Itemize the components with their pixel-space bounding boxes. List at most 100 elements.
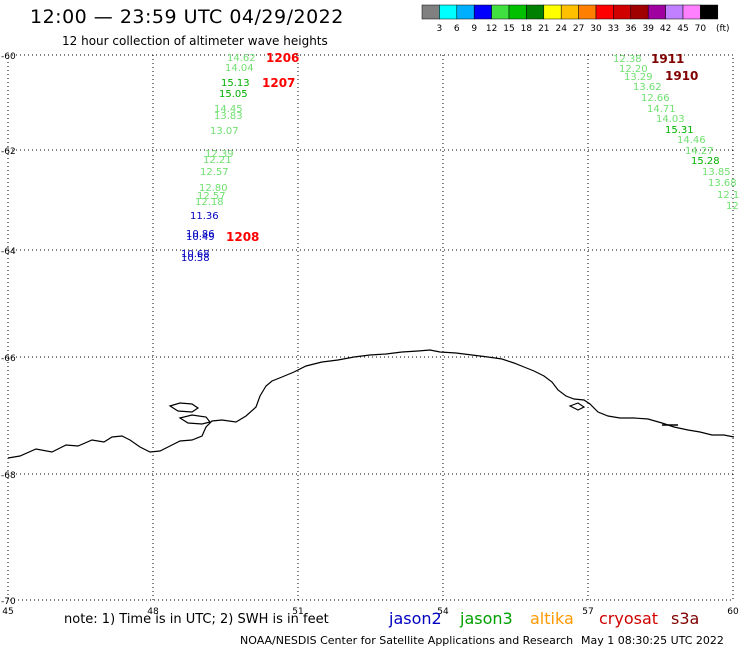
page-title: 12:00 — 23:59 UTC 04/29/2022 (30, 6, 344, 28)
legend-label: 42 (660, 24, 671, 34)
coastline-islet (168, 402, 200, 413)
wave-height-label: 14.45 (214, 104, 243, 115)
legend-swatch (439, 4, 458, 20)
satellite-legend-cryosat: cryosat (599, 609, 659, 628)
legend-label: 12 (486, 24, 497, 34)
lat-tick-label: -64 (1, 247, 16, 257)
legend-swatch (560, 4, 579, 20)
legend-swatch (647, 4, 666, 20)
wave-height-label: 12.18 (195, 197, 224, 208)
legend-unit: (ft) (716, 24, 730, 34)
wave-height-label: 12.39 (205, 149, 234, 160)
wave-height-label: 12.66 (641, 93, 670, 104)
lon-tick-label: 45 (2, 607, 13, 617)
wave-height-label: 14.04 (225, 63, 254, 74)
legend-label: 21 (538, 24, 549, 34)
legend-label: 15 (503, 24, 514, 34)
legend-label: 39 (642, 24, 654, 34)
legend-swatch (543, 4, 562, 20)
legend-label: 33 (608, 24, 619, 34)
legend-swatch (630, 4, 649, 20)
legend-label: 3 (437, 24, 443, 34)
time-label: 1207 (262, 76, 295, 90)
lon-tick-label: 54 (437, 607, 449, 617)
legend-swatch (491, 4, 510, 20)
plot-frame (7, 54, 734, 601)
legend-label: 70 (695, 24, 707, 34)
wave-height-label: 13.85 (702, 167, 731, 178)
wave-height-label: 13.62 (633, 82, 662, 93)
legend-swatch (578, 4, 597, 20)
wave-height-label: 12 (726, 201, 739, 212)
time-labels: 1206 1207 1208 1911 1910 (226, 51, 698, 244)
wave-height-label: 11.36 (190, 211, 219, 222)
wave-height-label: 13.83 (214, 111, 243, 122)
legend-label: 30 (590, 24, 602, 34)
legend-swatch (456, 4, 475, 20)
legend-label: 45 (677, 24, 688, 34)
wave-height-label: 15.13 (221, 78, 250, 89)
wave-height-label: 14.71 (647, 104, 676, 115)
wave-height-label: 12.38 (613, 54, 642, 65)
wave-height-label: 12.57 (200, 167, 229, 178)
legend-label: 6 (454, 24, 460, 34)
legend-label: 18 (521, 24, 533, 34)
satellite-legend-altika: altika (530, 609, 574, 628)
wave-height-label: 14.62 (227, 53, 256, 64)
satellite-legend-jason3: jason3 (460, 609, 513, 628)
legend-label: 24 (555, 24, 567, 34)
lat-tick-label: -70 (1, 597, 16, 607)
page-subtitle: 12 hour collection of altimeter wave hei… (62, 34, 328, 48)
satellite-legend-s3a: s3a (671, 609, 700, 628)
coastline-islet (178, 414, 212, 425)
wave-height-label: 10.49 (186, 232, 215, 243)
time-label: 1911 (651, 52, 684, 66)
wave-height-label: 14.46 (677, 135, 706, 146)
legend-swatch (682, 4, 701, 20)
legend-label: 9 (471, 24, 477, 34)
legend-label: 27 (573, 24, 584, 34)
wave-height-label: 12.20 (619, 64, 648, 75)
wave-height-label: 12.57 (197, 191, 226, 202)
coastline-islet (568, 402, 586, 411)
wave-height-label: 12.21 (203, 155, 232, 166)
credit-line: NOAA/NESDIS Center for Satellite Applica… (240, 634, 574, 647)
wave-height-label: 12.80 (199, 183, 228, 194)
legend-swatch (595, 4, 614, 20)
footer-note: note: 1) Time is in UTC; 2) SWH is in fe… (64, 612, 329, 627)
legend-swatch (421, 4, 440, 20)
lon-tick-label: 57 (582, 607, 593, 617)
lat-tick-label: -68 (1, 471, 16, 481)
legend-swatch (526, 4, 545, 20)
time-label: 1206 (266, 51, 299, 65)
wave-height-label: 15.05 (219, 89, 248, 100)
wave-height-label: 10.68 (181, 249, 210, 260)
coastline (7, 349, 735, 459)
legend-swatch (613, 4, 632, 20)
wave-height-label: 10.58 (181, 253, 210, 264)
lat-tick-label: -66 (1, 354, 16, 364)
legend-label: 36 (625, 24, 637, 34)
wave-height-label: 13.07 (210, 126, 239, 137)
wave-height-label: 10.86 (186, 229, 215, 240)
legend-swatch (700, 4, 719, 20)
legend-swatch (665, 4, 684, 20)
wave-height-label: 13.29 (624, 72, 653, 83)
lon-tick-label: 60 (727, 607, 739, 617)
graticule (7, 54, 734, 601)
color-legend: 3 6 9 12 15 18 21 24 27 30 33 36 39 42 45 70 (ft) (421, 4, 730, 34)
wave-height-label: 12.1 (717, 190, 739, 201)
wave-height-label: 13.68 (708, 178, 737, 189)
time-label: 1208 (226, 230, 259, 244)
time-label: 1910 (665, 69, 698, 83)
wave-height-label: 14.27 (685, 146, 714, 157)
lon-tick-label: 48 (147, 607, 159, 617)
lon-tick-label: 51 (292, 607, 303, 617)
wave-height-label: 15.31 (665, 125, 694, 136)
satellite-legend-jason2: jason2 (389, 609, 442, 628)
legend-swatch (473, 4, 492, 20)
